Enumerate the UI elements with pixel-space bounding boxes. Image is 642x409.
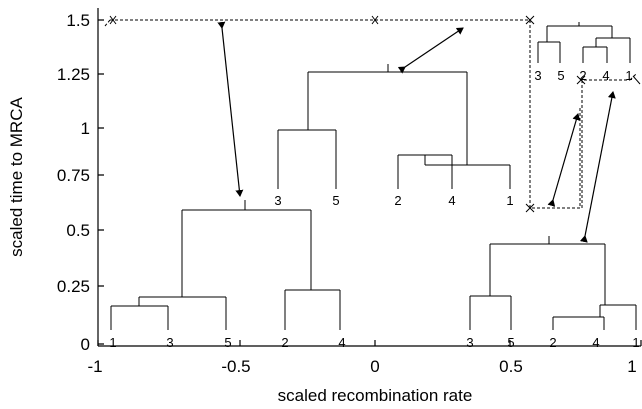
y-tick-label: 1: [81, 119, 90, 138]
leaf-label: 2: [579, 68, 586, 83]
x-tick-label: -1: [87, 357, 102, 376]
bottom-right-tree-leaves: 3 5 2 4 1: [466, 335, 639, 350]
bottom-right-tree: [469, 236, 637, 330]
arrows: [217, 21, 616, 243]
leaf-label: 5: [557, 68, 564, 83]
y-tick-label: 0.5: [66, 221, 90, 240]
y-tick-labels: 0 0.25 0.5 0.75 1 1.25 1.5: [57, 11, 90, 354]
y-tick-label: 1.5: [66, 11, 90, 30]
y-tick-label: 0: [81, 335, 90, 354]
arrow-inset: [547, 113, 581, 207]
arrow-center-tree: [397, 27, 464, 74]
dashed-guides: [104, 19, 637, 209]
center-tree-leaves: 3 5 2 4 1: [274, 193, 513, 208]
leaf-label: 4: [448, 193, 455, 208]
leaf-label: 1: [632, 335, 639, 350]
leaf-label: 3: [466, 335, 473, 350]
leaf-label: 4: [592, 335, 599, 350]
x-tick-labels: -1 -0.5 0 0.5 1: [87, 357, 636, 376]
y-tick-label: 0.25: [57, 277, 90, 296]
leaf-label: 2: [281, 335, 288, 350]
y-axis-title: scaled time to MRCA: [7, 97, 26, 257]
leaf-label: 2: [549, 335, 556, 350]
x-tick-label: -0.5: [221, 357, 250, 376]
arrow-bottom-right: [579, 91, 616, 243]
inset-tree: [537, 22, 631, 63]
center-tree: [277, 64, 511, 189]
leaf-label: 1: [109, 335, 116, 350]
leaf-label: 1: [506, 193, 513, 208]
leaf-label: 3: [166, 335, 173, 350]
leaf-label: 1: [625, 68, 632, 83]
right-dashed-slash: [629, 73, 637, 81]
x-ticks: [97, 340, 642, 346]
bottom-left-tree: [110, 200, 341, 330]
bottom-left-tree-leaves: 1 3 5 2 4: [109, 335, 345, 350]
leaf-label: 4: [602, 68, 609, 83]
x-tick-label: 0: [370, 357, 379, 376]
leaf-label: 5: [507, 335, 514, 350]
arrow-left-tree: [217, 21, 244, 197]
x-tick-label: 0.5: [499, 357, 523, 376]
y-tick-label: 0.75: [57, 166, 90, 185]
y-tick-label: 1.25: [57, 65, 90, 84]
y-ticks: [98, 19, 104, 345]
inset-tree-leaves: 3 5 2 4 1: [534, 68, 632, 83]
x-tick-label: 1: [627, 357, 636, 376]
right-dashed-step: [581, 79, 630, 208]
leaf-label: 3: [274, 193, 281, 208]
top-left-drop: [104, 19, 111, 27]
x-axis-title: scaled recombination rate: [278, 386, 473, 405]
leaf-label: 5: [332, 193, 339, 208]
cross-markers: [109, 15, 641, 213]
leaf-label: 5: [224, 335, 231, 350]
leaf-label: 3: [534, 68, 541, 83]
leaf-label: 4: [338, 335, 345, 350]
leaf-label: 2: [394, 193, 401, 208]
